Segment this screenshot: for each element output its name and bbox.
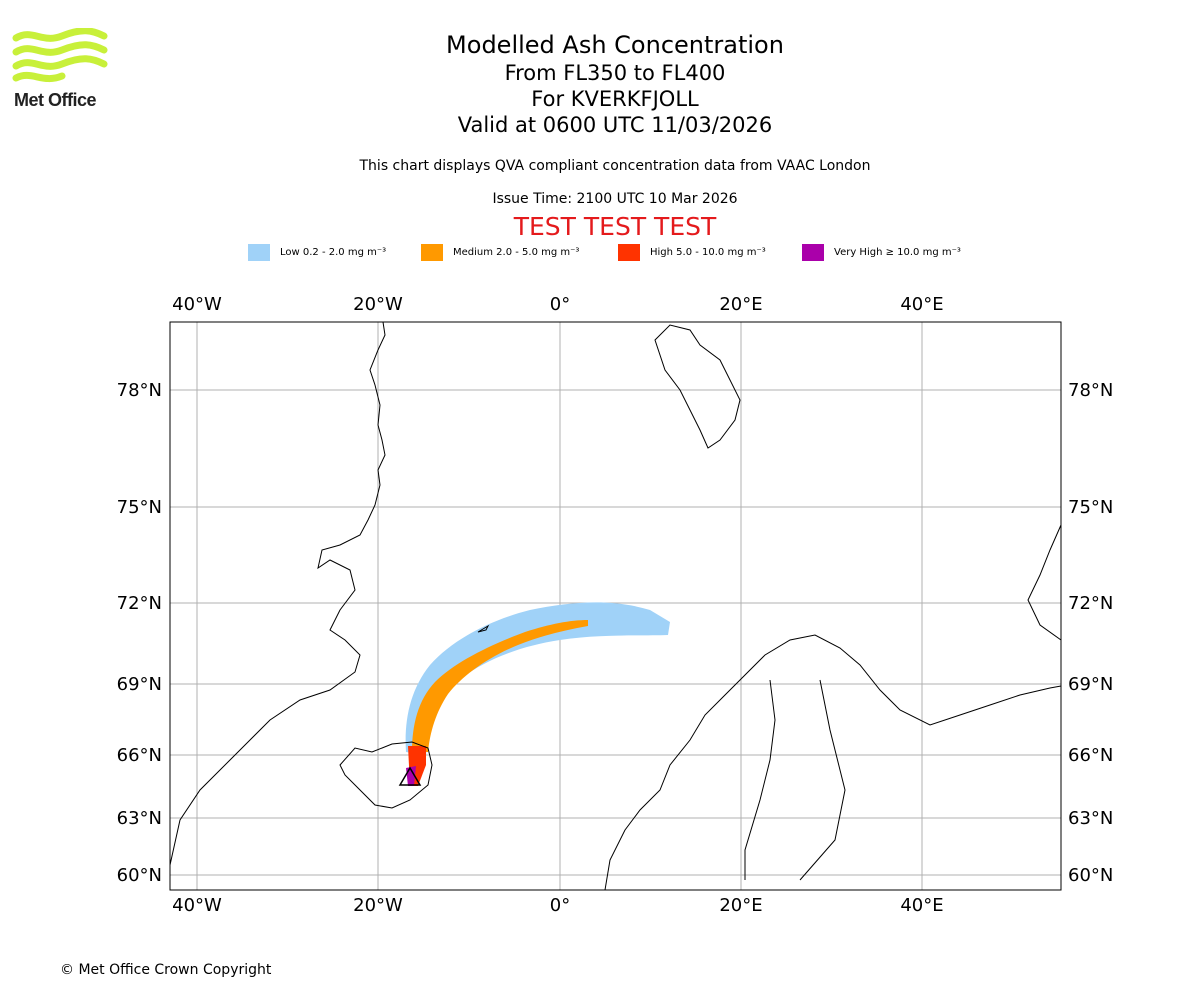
lat-tick-right-72n: 72°N — [1068, 593, 1113, 614]
legend: Low 0.2 - 2.0 mg m⁻³ Medium 2.0 - 5.0 mg… — [0, 244, 1200, 264]
legend-item-very-high: Very High ≥ 10.0 mg m⁻³ — [802, 244, 961, 261]
legend-item-medium: Medium 2.0 - 5.0 mg m⁻³ — [421, 244, 579, 261]
lat-tick-left-78n: 78°N — [117, 380, 162, 401]
lat-tick-right-66n: 66°N — [1068, 745, 1113, 766]
legend-swatch-very-high — [802, 244, 824, 261]
lat-tick-right-63n: 63°N — [1068, 808, 1113, 829]
lon-tick-top-20w: 20°W — [353, 294, 403, 315]
map-frame — [169, 321, 1062, 891]
lon-tick-top-40e: 40°E — [900, 294, 943, 315]
lat-tick-right-60n: 60°N — [1068, 865, 1113, 886]
lon-ticks-bottom: 40°W 20°W 0° 20°E 40°E — [172, 895, 943, 916]
lat-tick-left-60n: 60°N — [117, 865, 162, 886]
legend-label-very-high: Very High ≥ 10.0 mg m⁻³ — [834, 247, 961, 258]
lon-tick-bottom-20e: 20°E — [719, 895, 762, 916]
lon-tick-bottom-0: 0° — [550, 895, 570, 916]
legend-label-low: Low 0.2 - 2.0 mg m⁻³ — [280, 247, 387, 258]
lon-tick-top-0: 0° — [550, 294, 570, 315]
lon-tick-bottom-40w: 40°W — [172, 895, 222, 916]
lat-tick-left-75n: 75°N — [117, 497, 162, 518]
chart-description: This chart displays QVA compliant concen… — [359, 158, 871, 174]
legend-swatch-low — [248, 244, 270, 261]
novaya-zemlya-coast — [1027, 524, 1062, 641]
lon-ticks-top: 40°W 20°W 0° 20°E 40°E — [172, 294, 943, 315]
legend-label-high: High 5.0 - 10.0 mg m⁻³ — [650, 247, 766, 258]
volcano-name: For KVERKFJOLL — [531, 87, 699, 111]
jan-mayen-coast — [477, 624, 490, 633]
lat-tick-left-63n: 63°N — [117, 808, 162, 829]
lon-tick-top-20e: 20°E — [719, 294, 762, 315]
test-banner: TEST TEST TEST — [513, 212, 717, 241]
ash-plume-medium — [412, 620, 588, 752]
svalbard-coast — [654, 324, 741, 449]
finland-border — [744, 679, 776, 880]
legend-item-high: High 5.0 - 10.0 mg m⁻³ — [618, 244, 766, 261]
lon-tick-bottom-40e: 40°E — [900, 895, 943, 916]
russia-border — [799, 679, 846, 881]
lat-ticks-left: 78°N 75°N 72°N 69°N 66°N 63°N 60°N — [117, 380, 162, 886]
lat-tick-left-69n: 69°N — [117, 674, 162, 695]
lon-tick-bottom-20w: 20°W — [353, 895, 403, 916]
ash-plume-low — [405, 602, 670, 755]
issue-time: Issue Time: 2100 UTC 10 Mar 2026 — [492, 191, 738, 207]
legend-item-low: Low 0.2 - 2.0 mg m⁻³ — [248, 244, 386, 261]
valid-time: Valid at 0600 UTC 11/03/2026 — [457, 113, 773, 137]
logo-text: Met Office — [14, 90, 97, 110]
page-title: Modelled Ash Concentration — [446, 31, 784, 59]
scandinavia-coast — [604, 634, 1062, 891]
copyright: © Met Office Crown Copyright — [60, 962, 272, 978]
legend-label-medium: Medium 2.0 - 5.0 mg m⁻³ — [453, 247, 580, 258]
lon-tick-top-40w: 40°W — [172, 294, 222, 315]
met-office-wave-icon — [12, 28, 108, 83]
lat-tick-right-75n: 75°N — [1068, 497, 1113, 518]
chart-titles: Modelled Ash Concentration From FL350 to… — [415, 30, 815, 138]
flight-levels: From FL350 to FL400 — [504, 61, 726, 85]
iceland-coast — [339, 741, 433, 809]
lat-tick-left-66n: 66°N — [117, 745, 162, 766]
legend-swatch-medium — [421, 244, 443, 261]
gridlines — [170, 322, 1061, 890]
volcano-marker-icon — [398, 766, 422, 786]
met-office-logo: Met Office — [12, 28, 112, 112]
greenland-coast — [169, 321, 386, 866]
coastlines — [169, 321, 1062, 891]
lat-tick-right-69n: 69°N — [1068, 674, 1113, 695]
lat-tick-right-78n: 78°N — [1068, 380, 1113, 401]
lat-tick-left-72n: 72°N — [117, 593, 162, 614]
legend-swatch-high — [618, 244, 640, 261]
lat-ticks-right: 78°N 75°N 72°N 69°N 66°N 63°N 60°N — [1068, 380, 1113, 886]
